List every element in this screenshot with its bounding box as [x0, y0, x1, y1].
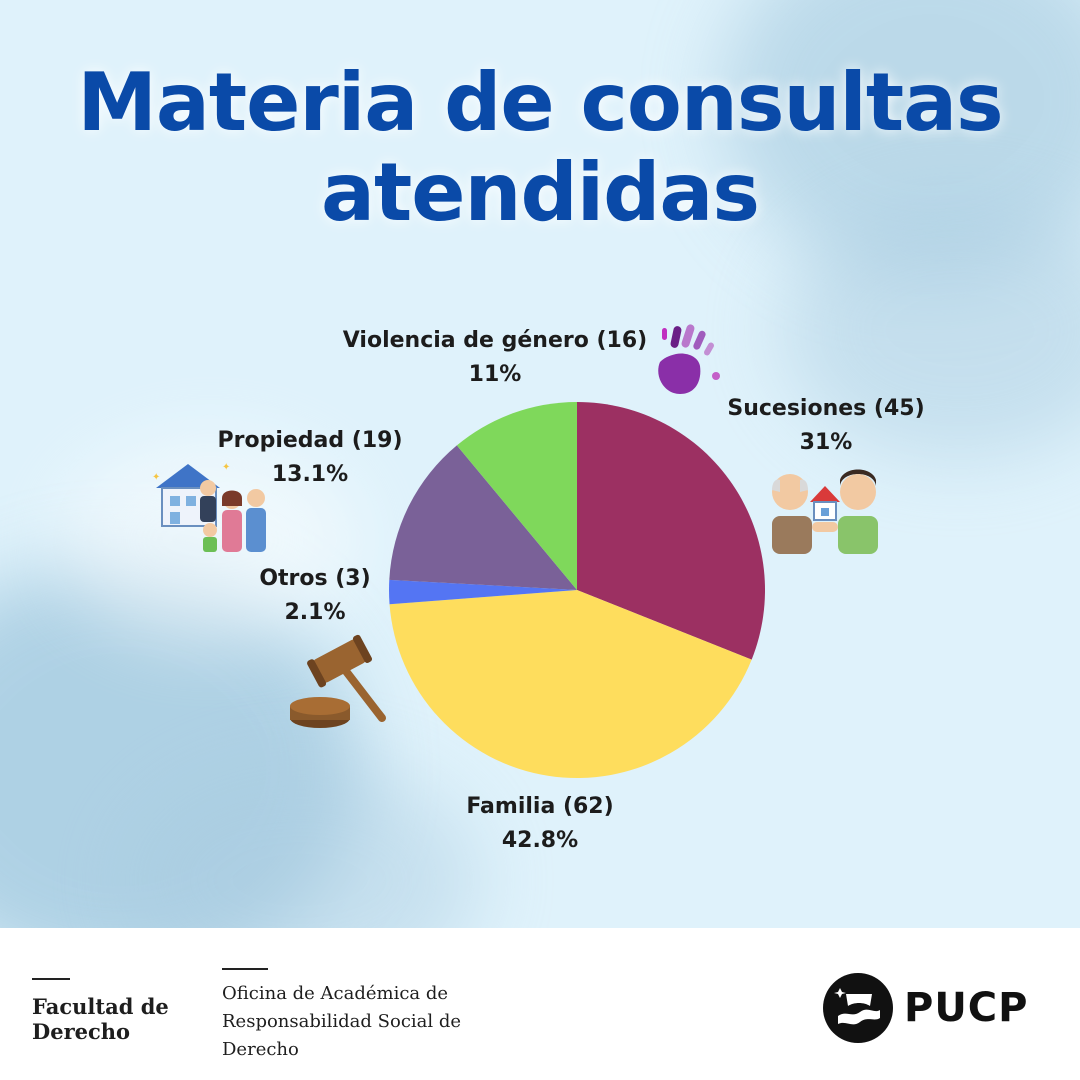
pie-slice-sucesiones	[577, 402, 766, 660]
svg-text:✦: ✦	[222, 462, 230, 473]
label-propiedad-percent: 13.1%	[271, 462, 349, 487]
page-title: Materia de consultas atendidas	[0, 58, 1080, 238]
label-violencia-percent: 11%	[468, 362, 522, 387]
label-familia-percent: 42.8%	[501, 828, 579, 853]
purple-handprint-icon	[658, 324, 720, 394]
pucp-wordmark: PUCP	[904, 985, 1029, 1031]
label-familia-title: Familia (62)	[466, 794, 614, 819]
label-sucesiones: Sucesiones (45) 31%	[716, 392, 936, 460]
label-familia: Familia (62) 42.8%	[430, 790, 650, 858]
label-propiedad-title: Propiedad (19)	[217, 428, 403, 453]
label-otros-percent: 2.1%	[284, 600, 346, 625]
footer: Facultad de Derecho Oficina de Académica…	[0, 928, 1080, 1080]
label-violencia-title: Violencia de género (16)	[342, 328, 648, 353]
footer-divider-left	[32, 978, 70, 980]
label-sucesiones-title: Sucesiones (45)	[727, 396, 925, 421]
faculty-line-2: Derecho	[32, 1019, 131, 1044]
pie-chart	[389, 402, 766, 779]
pucp-logo-icon	[823, 973, 893, 1043]
elderly-man-handing-house-icon	[772, 469, 878, 554]
svg-text:✦: ✦	[152, 472, 160, 483]
pie-slices	[389, 402, 766, 779]
office-line-2: Responsabilidad Social de	[222, 1011, 462, 1032]
title-line-1: Materia de consultas	[77, 56, 1003, 149]
label-otros: Otros (3) 2.1%	[240, 562, 390, 630]
title-line-2: atendidas	[321, 146, 760, 239]
family-with-house-icon: ✦ ✦	[152, 462, 266, 552]
label-violencia: Violencia de género (16) 11%	[330, 324, 660, 392]
office-name: Oficina de Académica de Responsabilidad …	[222, 980, 461, 1064]
office-line-3: Derecho	[222, 1039, 299, 1060]
label-sucesiones-percent: 31%	[799, 430, 853, 455]
pie-slice-familia	[389, 590, 752, 779]
footer-divider-right	[222, 968, 268, 970]
office-line-1: Oficina de Académica de	[222, 983, 449, 1004]
judge-gavel-icon	[290, 634, 386, 728]
pie-slice-otros	[389, 579, 577, 605]
faculty-name: Facultad de Derecho	[32, 994, 169, 1044]
infographic-canvas: Materia de consultas atendidas Violencia…	[0, 0, 1080, 928]
pie-slice-violencia-de-g-nero	[456, 402, 577, 590]
label-propiedad: Propiedad (19) 13.1%	[200, 424, 420, 492]
background-cloud	[780, 200, 1080, 460]
label-otros-title: Otros (3)	[259, 566, 371, 591]
pie-slice-propiedad	[389, 445, 577, 590]
faculty-line-1: Facultad de	[32, 994, 169, 1019]
